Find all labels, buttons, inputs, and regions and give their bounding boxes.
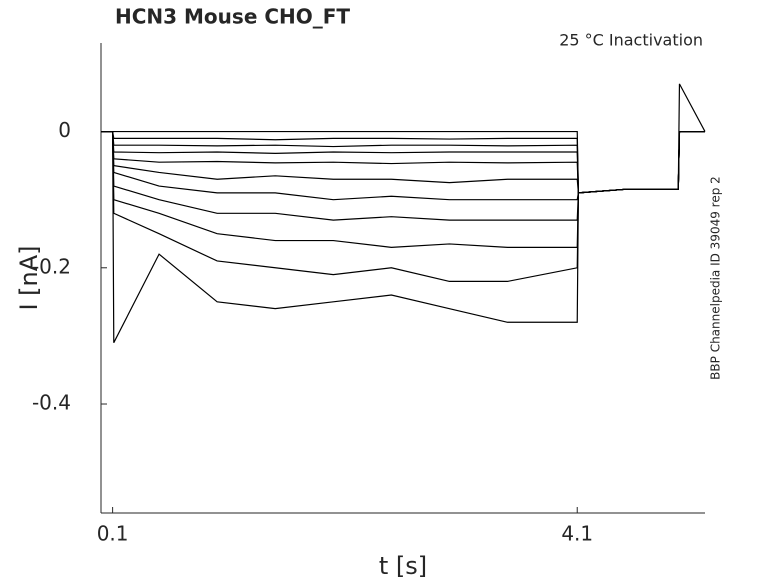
trace [101, 130, 705, 194]
side-note: BBP Channelpedia ID 39049 rep 2 [709, 176, 723, 380]
trace [101, 130, 705, 201]
y-tick-label: -0.4 [32, 391, 71, 415]
x-tick-label: 4.1 [561, 522, 593, 546]
trace [101, 130, 705, 283]
chart-title: HCN3 Mouse CHO_FT [115, 5, 350, 29]
trace [101, 130, 705, 343]
y-tick-label: -0.2 [32, 254, 71, 278]
y-axis-label: I [nA] [15, 245, 43, 310]
x-tick-label: 0.1 [97, 522, 129, 546]
annotation: 25 °C Inactivation [559, 31, 703, 50]
x-axis-label: t [s] [379, 552, 427, 580]
y-tick-label: 0 [58, 118, 71, 142]
